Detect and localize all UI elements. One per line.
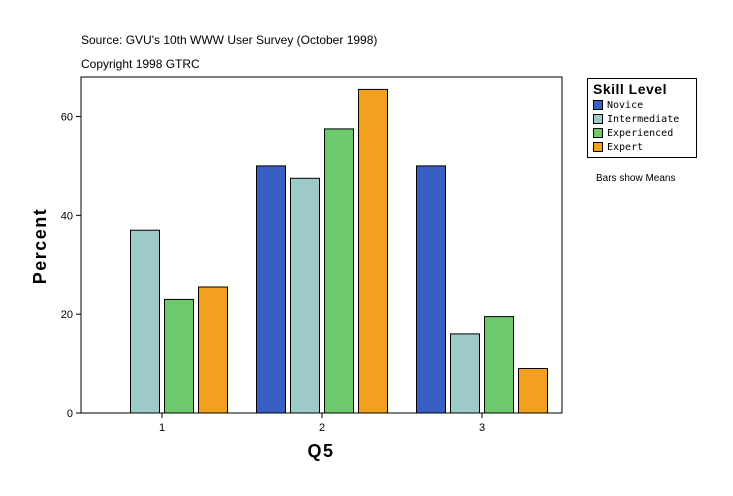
x-tick-label: 3 [479, 422, 485, 434]
legend-swatch-expert [593, 142, 603, 152]
legend-swatch-intermediate [593, 114, 603, 124]
x-tick-label: 2 [319, 422, 325, 434]
bars-note: Bars show Means [596, 173, 676, 184]
bar-expert-2 [358, 88, 388, 414]
bar-experienced-3 [484, 316, 514, 414]
y-tick-label: 20 [61, 309, 73, 321]
legend-item-novice: Novice [593, 98, 643, 112]
legend-item-experienced: Experienced [593, 126, 673, 140]
plot-area [80, 76, 563, 414]
y-tick-label: 40 [61, 210, 73, 222]
bar-intermediate-2 [290, 177, 320, 414]
bar-experienced-2 [324, 128, 354, 414]
y-tick-label: 60 [61, 112, 73, 124]
bar-novice-3 [416, 165, 446, 414]
legend-label: Intermediate [607, 113, 680, 125]
bar-experienced-1 [164, 298, 194, 414]
legend-item-expert: Expert [593, 140, 643, 154]
legend-title: Skill Level [593, 81, 667, 97]
y-axis-label: Percent [30, 208, 50, 285]
legend-item-intermediate: Intermediate [593, 112, 679, 126]
bar-intermediate-3 [450, 333, 480, 414]
legend-label: Novice [607, 99, 644, 111]
source-text: Source: GVU's 10th WWW User Survey (Octo… [81, 33, 378, 47]
bar-intermediate-1 [130, 229, 160, 414]
legend-label: Experienced [607, 127, 674, 139]
bar-expert-3 [518, 368, 548, 414]
legend-swatch-novice [593, 100, 603, 110]
x-tick-label: 1 [159, 422, 165, 434]
legend-label: Expert [607, 141, 644, 153]
bar-expert-1 [198, 286, 228, 414]
bar-novice-2 [256, 165, 286, 414]
y-tick-label: 0 [67, 408, 73, 420]
copyright-text: Copyright 1998 GTRC [81, 57, 200, 71]
legend: Skill Level Novice Intermediate Experien… [587, 78, 697, 158]
legend-swatch-experienced [593, 128, 603, 138]
x-axis-label: Q5 [307, 441, 334, 461]
